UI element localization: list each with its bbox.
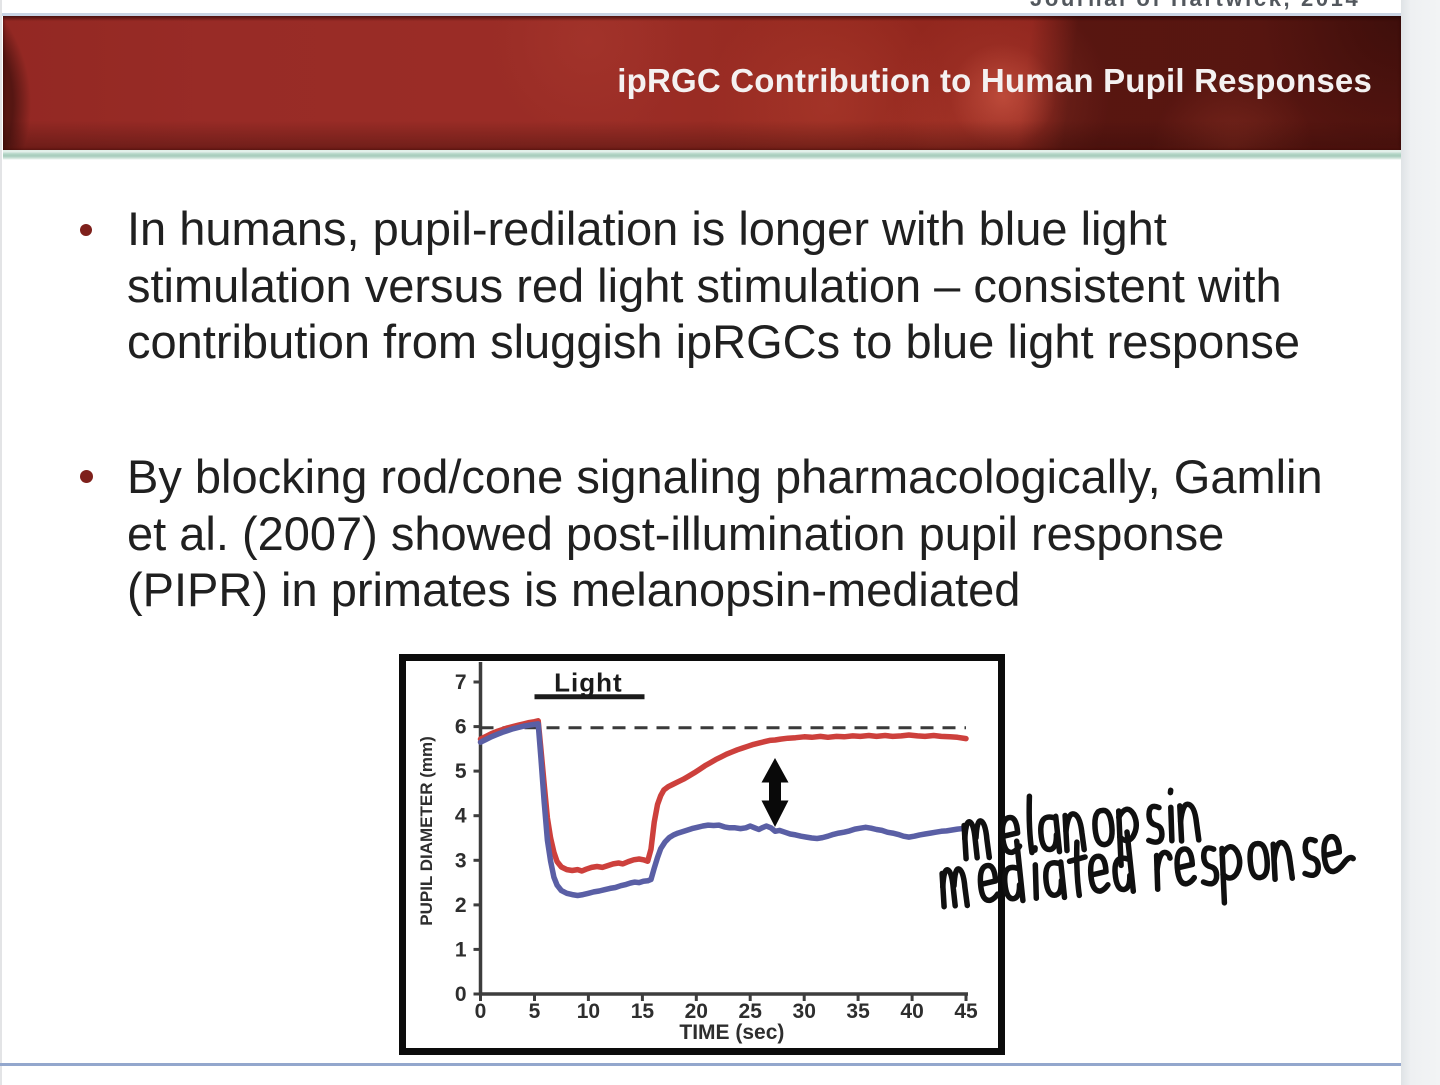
svg-text:10: 10: [577, 1000, 600, 1023]
svg-text:35: 35: [846, 1000, 870, 1023]
svg-text:3: 3: [455, 849, 467, 872]
svg-text:30: 30: [793, 1000, 816, 1023]
svg-text:20: 20: [685, 1000, 708, 1023]
svg-text:Light: Light: [554, 668, 623, 698]
svg-text:4: 4: [455, 805, 467, 828]
svg-text:6: 6: [455, 716, 467, 739]
svg-text:15: 15: [631, 1000, 655, 1023]
svg-text:45: 45: [954, 1000, 978, 1023]
svg-text:2: 2: [455, 894, 467, 917]
svg-text:1: 1: [455, 938, 467, 961]
svg-text:PUPIL DIAMETER (mm): PUPIL DIAMETER (mm): [417, 736, 436, 926]
svg-text:7: 7: [455, 671, 467, 694]
svg-text:0: 0: [455, 983, 467, 1006]
svg-text:40: 40: [900, 1000, 923, 1023]
svg-text:5: 5: [455, 760, 467, 783]
svg-text:5: 5: [529, 1000, 541, 1023]
svg-text:TIME (sec): TIME (sec): [679, 1021, 784, 1044]
svg-text:0: 0: [475, 1000, 487, 1023]
svg-text:25: 25: [739, 1000, 763, 1023]
